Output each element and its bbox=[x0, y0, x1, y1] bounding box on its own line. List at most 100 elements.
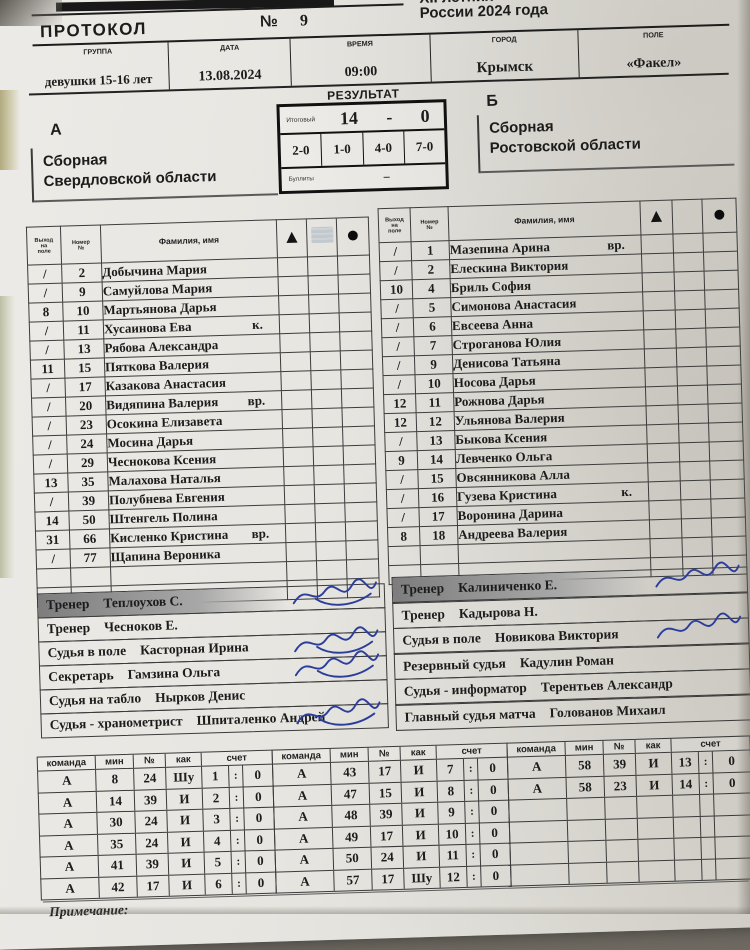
goal-score-colon: : bbox=[229, 829, 245, 851]
team-a-letter: А bbox=[49, 121, 62, 139]
player-name: Быкова Ксения bbox=[455, 429, 548, 448]
goal-team: А bbox=[65, 880, 75, 896]
player-appearance: / bbox=[29, 321, 64, 342]
goals-col-how: как bbox=[634, 738, 671, 753]
player-name: Осокина Елизавета bbox=[106, 412, 223, 432]
player-role: к. bbox=[251, 316, 264, 333]
goal-team: А bbox=[297, 787, 308, 803]
goal-score-left: 8 bbox=[436, 780, 465, 802]
goal-player-number bbox=[604, 796, 637, 819]
mark-cell bbox=[278, 294, 310, 315]
mark-cell bbox=[704, 289, 740, 310]
player-number: 13 bbox=[63, 338, 105, 360]
player-appearance: / bbox=[31, 397, 67, 418]
goal-score-right: 0 bbox=[479, 843, 511, 866]
player-appearance: / bbox=[384, 431, 418, 452]
player-appearance: / bbox=[385, 469, 419, 490]
mark-cell bbox=[311, 407, 343, 428]
goal-score-colon: : bbox=[228, 787, 244, 808]
goal-score-colon: : bbox=[466, 866, 481, 887]
goal-player-number: 39 bbox=[369, 803, 402, 826]
mark-cell bbox=[675, 309, 706, 329]
period-score-2: 1-0 bbox=[320, 132, 363, 166]
player-appearance bbox=[36, 568, 72, 589]
player-appearance: 11 bbox=[30, 359, 65, 380]
signature-scribble bbox=[296, 697, 381, 726]
tournament-title: XII летних России 2024 года bbox=[419, 0, 720, 22]
mark-cell bbox=[339, 311, 372, 332]
period-score-3: 4-0 bbox=[361, 131, 404, 165]
shootout-value: – bbox=[383, 168, 390, 183]
goal-player-number: 39 bbox=[133, 789, 167, 811]
goal-score-colon bbox=[700, 837, 715, 859]
goal-minute bbox=[567, 840, 606, 863]
player-name: Гузева Кристина bbox=[456, 486, 558, 505]
goals-col-how: как bbox=[164, 752, 201, 767]
player-number: 1 bbox=[411, 240, 450, 261]
player-appearance: / bbox=[36, 549, 71, 570]
player-number: 6 bbox=[413, 316, 452, 337]
goal-score-colon: : bbox=[231, 872, 246, 894]
time-cell: ВРЕМЯ 09:00 bbox=[289, 34, 431, 86]
goal-score-right: 0 bbox=[476, 757, 508, 780]
mark-cell bbox=[310, 369, 342, 390]
mark-cell bbox=[284, 484, 315, 505]
goals-col-score: счет bbox=[670, 736, 750, 752]
mark-cell bbox=[278, 275, 309, 296]
goal-minute: 30 bbox=[96, 811, 135, 834]
protocol-title: ПРОТОКОЛ bbox=[39, 19, 148, 42]
goal-score-left: 5 bbox=[203, 851, 232, 874]
goal-score-right: 0 bbox=[478, 822, 510, 844]
mark-cell bbox=[704, 270, 739, 291]
player-name: Мазепина Арина bbox=[449, 239, 551, 258]
player-number: 20 bbox=[65, 395, 107, 417]
player-number: 14 bbox=[417, 449, 456, 470]
time-label: ВРЕМЯ bbox=[347, 39, 374, 49]
goal-score-colon: : bbox=[228, 765, 243, 787]
goal-team: А bbox=[296, 765, 307, 782]
time-value: 09:00 bbox=[344, 64, 378, 81]
mark-cell bbox=[675, 328, 707, 348]
mark-cell bbox=[343, 444, 376, 465]
player-number: 13 bbox=[416, 430, 456, 451]
goal-team: А bbox=[64, 858, 75, 875]
player-name: Строганова Юлия bbox=[452, 333, 562, 353]
date-cell: ДАТА 13.08.2024 bbox=[167, 38, 291, 90]
player-name: Полубнева Евгения bbox=[108, 488, 226, 508]
mark-cell bbox=[280, 351, 311, 372]
player-name: Овсянникова Алла bbox=[456, 466, 571, 486]
goals-table: команда мин № как счет А 8 24 Шу 1 bbox=[36, 735, 750, 901]
signature-scribble bbox=[655, 561, 740, 587]
mark-cell bbox=[673, 252, 705, 272]
goal-minute: 8 bbox=[95, 768, 134, 791]
mark-cell bbox=[647, 442, 680, 463]
mark-cell bbox=[677, 404, 709, 424]
player-name: Пяткова Валерия bbox=[104, 356, 210, 375]
goal-score-colon: : bbox=[464, 823, 480, 844]
goal-score-left: 12 bbox=[439, 866, 467, 888]
player-appearance: / bbox=[33, 454, 68, 475]
mark-cell bbox=[711, 516, 746, 537]
goal-minute: 58 bbox=[564, 754, 604, 777]
player-number: 15 bbox=[64, 357, 105, 379]
goals-group-1: команда мин № как счет А 8 24 Шу 1 bbox=[36, 749, 277, 901]
mark-cell bbox=[341, 406, 375, 427]
result-box: Итоговый 14 - 0 2-0 1-0 4-0 7-0 Буллиты … bbox=[276, 99, 449, 195]
player-name: Симонова Анастасия bbox=[451, 295, 577, 315]
period-scores-row: 2-0 1-0 4-0 7-0 bbox=[280, 130, 446, 170]
goal-player-number: 17 bbox=[136, 875, 169, 897]
mark-cell bbox=[680, 499, 712, 519]
final-score-separator: - bbox=[385, 106, 393, 127]
goal-score-right: 0 bbox=[243, 807, 274, 829]
goal-player-number: 17 bbox=[371, 868, 404, 890]
goal-player-number: 23 bbox=[603, 775, 637, 797]
player-number: 17 bbox=[418, 506, 458, 527]
goal-score-right: 0 bbox=[711, 750, 750, 773]
official-row: Тренер Калиниченко Е. bbox=[391, 561, 749, 604]
player-number: 10 bbox=[414, 373, 454, 394]
goal-score-left bbox=[673, 837, 701, 860]
col-out-label: Выход на поле bbox=[384, 215, 404, 234]
player-number bbox=[420, 544, 459, 565]
goal-minute: 50 bbox=[332, 847, 372, 870]
protocol-no-label: № bbox=[259, 13, 279, 31]
